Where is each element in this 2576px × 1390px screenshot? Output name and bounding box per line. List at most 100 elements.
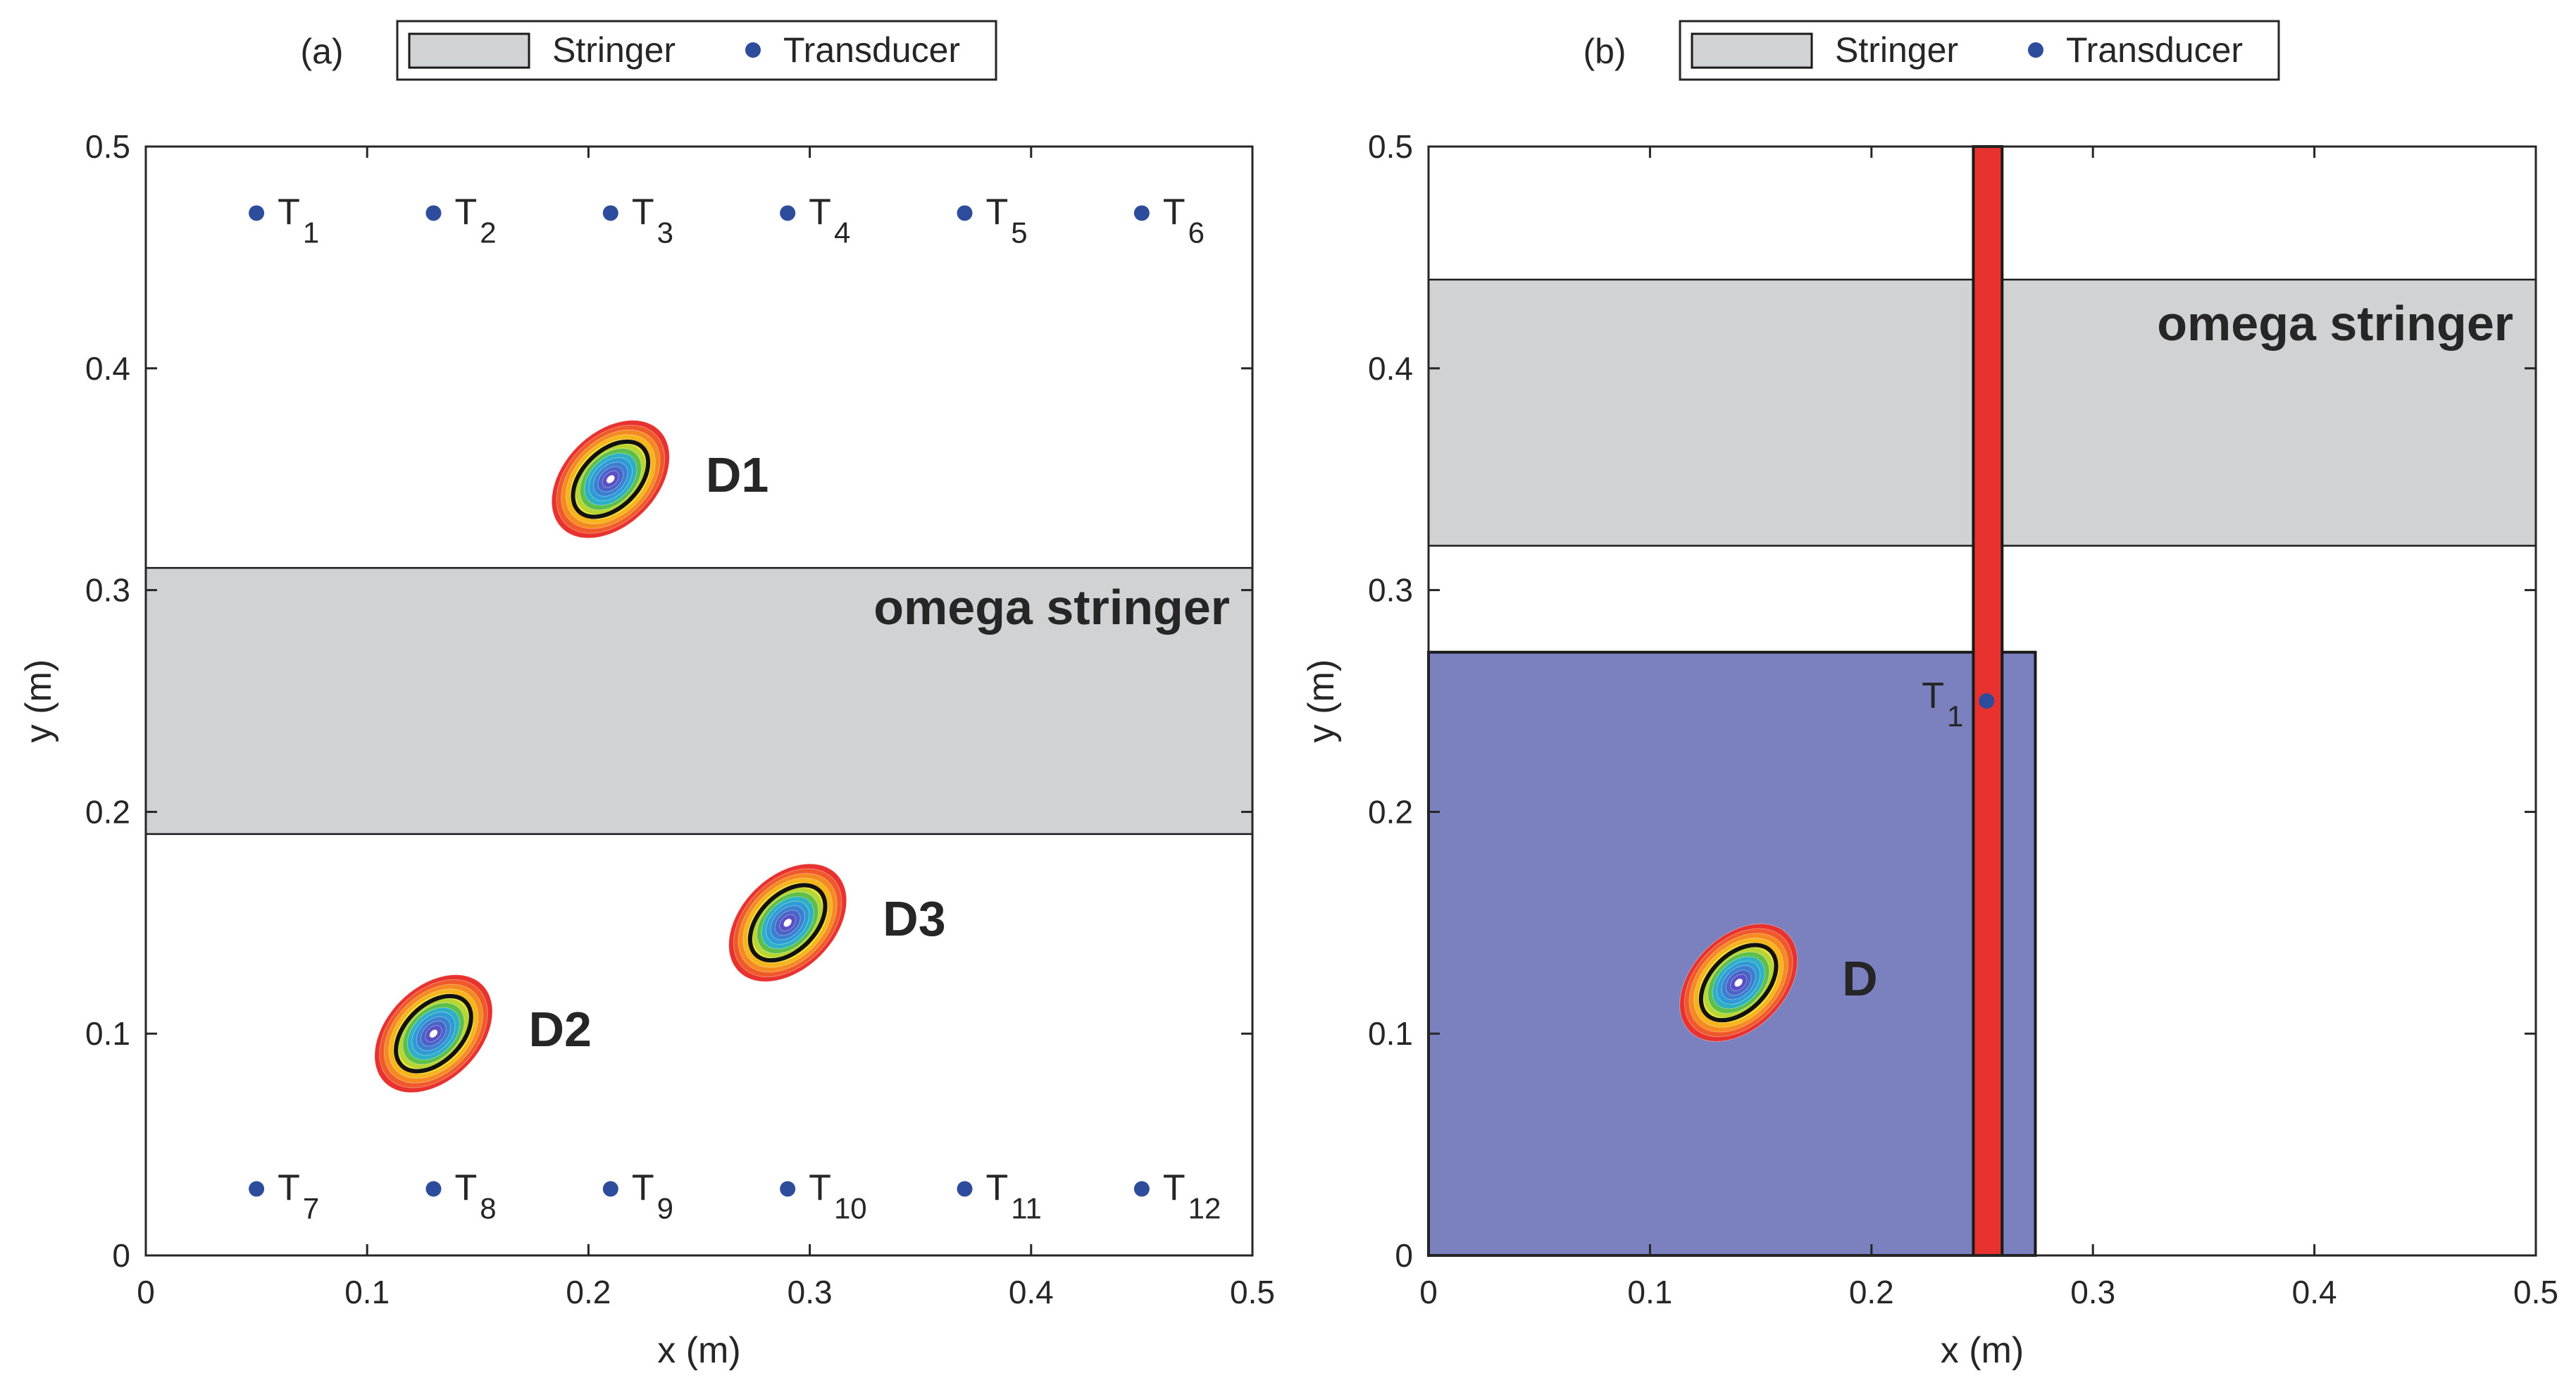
damage-label: D3 bbox=[883, 891, 945, 946]
transducer-label-subscript: 6 bbox=[1188, 216, 1205, 249]
stringer-area bbox=[144, 566, 1254, 836]
transducer-label-name: T bbox=[986, 192, 1009, 232]
axes-frame bbox=[144, 145, 1254, 1257]
transducer-label-name: T bbox=[809, 1168, 831, 1209]
x-tick-label: 0.5 bbox=[2513, 1274, 2558, 1310]
y-tick-label: 0.4 bbox=[1368, 350, 1413, 387]
x-tick-label: 0.5 bbox=[1230, 1274, 1275, 1310]
transducer-marker bbox=[957, 1181, 973, 1197]
y-tick-label: 0.5 bbox=[1368, 128, 1413, 165]
damage-contour-d3 bbox=[728, 863, 847, 982]
y-tick-label: 0.4 bbox=[85, 350, 130, 387]
threshold-contour bbox=[747, 883, 828, 963]
transducer-label: T10 bbox=[809, 1168, 866, 1225]
transducer-label: T8 bbox=[454, 1168, 496, 1225]
legend-stringer-swatch bbox=[408, 32, 530, 69]
transducer-marker bbox=[602, 1181, 618, 1197]
legend-stringer-label: Stringer bbox=[552, 30, 676, 70]
transducer-marker bbox=[602, 205, 618, 221]
x-tick-label: 0 bbox=[137, 1274, 155, 1310]
transducer-label-name: T bbox=[1163, 1168, 1186, 1209]
legend-stringer-label: Stringer bbox=[1835, 30, 1958, 70]
damage-contour-d bbox=[1679, 923, 1798, 1042]
transducer-label: T4 bbox=[809, 192, 850, 249]
threshold-contour bbox=[394, 993, 473, 1074]
x-tick-label: 0.2 bbox=[566, 1274, 611, 1310]
axes-frame bbox=[1427, 145, 2537, 1257]
transducer-label-subscript: 1 bbox=[303, 216, 319, 249]
transducer-label-name: T bbox=[454, 1168, 477, 1209]
transducer-label-name: T bbox=[809, 192, 831, 232]
transducer-marker bbox=[1133, 1181, 1150, 1197]
transducer-label-name: T bbox=[1922, 676, 1944, 716]
x-tick-label: 0.1 bbox=[1627, 1274, 1672, 1310]
x-tick-label: 0.1 bbox=[344, 1274, 390, 1310]
transducer-label-name: T bbox=[278, 192, 300, 232]
y-tick-label: 0.1 bbox=[1368, 1015, 1413, 1052]
x-tick-label: 0.3 bbox=[2070, 1274, 2115, 1310]
x-tick-label: 0.4 bbox=[2292, 1274, 2337, 1310]
contour-level bbox=[1734, 979, 1743, 987]
transducer-label-subscript: 4 bbox=[834, 216, 850, 249]
y-axis-label: y (m) bbox=[1301, 659, 1342, 743]
y-axis-label: y (m) bbox=[18, 659, 59, 743]
x-tick-label: 0.3 bbox=[788, 1274, 833, 1310]
y-tick-label: 0.3 bbox=[1368, 572, 1413, 609]
transducer-marker bbox=[425, 1181, 442, 1197]
contour-level bbox=[606, 475, 615, 483]
transducer-marker bbox=[957, 205, 973, 221]
damage-label: D1 bbox=[706, 447, 769, 502]
y-tick-label: 0 bbox=[112, 1237, 130, 1274]
transducer-label: T2 bbox=[454, 192, 496, 249]
threshold-contour bbox=[1698, 943, 1779, 1023]
damage-label: D2 bbox=[528, 1002, 591, 1057]
transducer-marker bbox=[425, 205, 442, 221]
transducer-marker bbox=[249, 205, 265, 221]
transducer-label-subscript: 1 bbox=[1947, 700, 1963, 733]
transducer-label-name: T bbox=[278, 1168, 300, 1209]
legend-transducer-marker bbox=[2028, 42, 2043, 58]
transducer-label-subscript: 2 bbox=[480, 216, 496, 249]
transducer-label-subscript: 7 bbox=[303, 1192, 319, 1225]
transducer-label-name: T bbox=[986, 1168, 1009, 1209]
stringer-label: omega stringer bbox=[2157, 296, 2513, 351]
transducer-label: T3 bbox=[632, 192, 673, 249]
panel-label: (b) bbox=[1583, 32, 1626, 71]
transducer-label-subscript: 10 bbox=[834, 1192, 867, 1225]
transducer-label-name: T bbox=[632, 1168, 654, 1209]
legend: Stringer Transducer bbox=[1679, 20, 2280, 81]
transducer-label: T9 bbox=[632, 1168, 673, 1225]
transducer-marker bbox=[1133, 205, 1150, 221]
transducer-label-name: T bbox=[454, 192, 477, 232]
transducer-label-subscript: 11 bbox=[1011, 1192, 1042, 1225]
damage-contour-d2 bbox=[374, 974, 493, 1093]
transducer-label: T7 bbox=[278, 1168, 319, 1225]
y-tick-label: 0.2 bbox=[85, 793, 130, 830]
contour-level bbox=[429, 1029, 438, 1038]
damage-contour-d1 bbox=[551, 420, 670, 539]
transducer-label-subscript: 3 bbox=[657, 216, 673, 249]
x-tick-label: 0.2 bbox=[1849, 1274, 1894, 1310]
stringer-label: omega stringer bbox=[873, 580, 1230, 635]
legend-transducer-label: Transducer bbox=[783, 30, 960, 70]
panel-label: (a) bbox=[300, 32, 343, 71]
y-tick-label: 0.3 bbox=[85, 572, 130, 609]
damage-label: D bbox=[1842, 951, 1878, 1006]
transducer-marker bbox=[780, 1181, 796, 1197]
transducer-label: T6 bbox=[1163, 192, 1205, 249]
transducer-label-name: T bbox=[632, 192, 654, 232]
transducer-marker bbox=[1979, 693, 1995, 709]
threshold-contour bbox=[571, 439, 651, 519]
y-tick-label: 0.5 bbox=[85, 128, 130, 165]
y-tick-label: 0.1 bbox=[85, 1015, 130, 1052]
contour-level bbox=[783, 919, 792, 927]
x-tick-label: 0 bbox=[1419, 1274, 1438, 1310]
transducer-label-subscript: 9 bbox=[657, 1192, 673, 1225]
transducer-label: T1 bbox=[1922, 676, 1963, 733]
transducer-marker bbox=[249, 1181, 265, 1197]
transducer-label-subscript: 5 bbox=[1011, 216, 1027, 249]
transducer-marker bbox=[780, 205, 796, 221]
